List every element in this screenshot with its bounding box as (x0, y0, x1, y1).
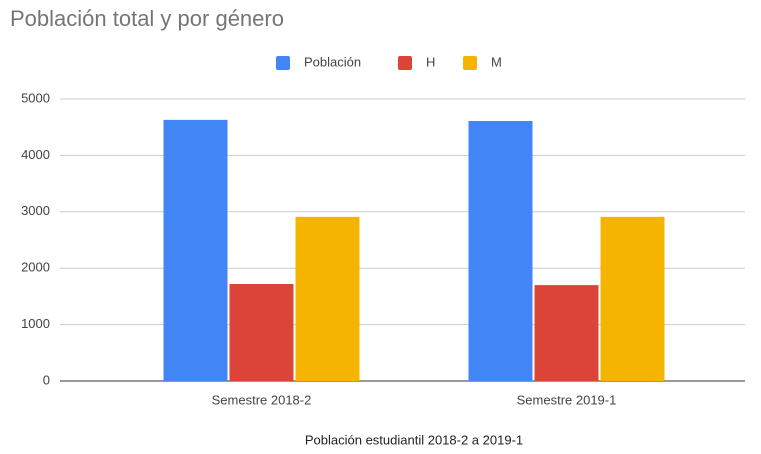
chart-title: Población total y por género (10, 6, 284, 31)
bar (600, 216, 665, 381)
x-axis-title: Población estudiantil 2018-2 a 2019-1 (305, 432, 523, 447)
bar (229, 283, 294, 381)
y-tick-label: 1000 (21, 316, 50, 331)
y-tick-label: 5000 (21, 90, 50, 105)
bar (534, 285, 599, 381)
legend-swatch (398, 56, 412, 70)
bar (163, 119, 228, 382)
y-tick-label: 3000 (21, 203, 50, 218)
bar (295, 216, 360, 381)
bar (468, 120, 533, 381)
legend-label: H (426, 54, 435, 69)
x-tick-label: Semestre 2019-1 (517, 392, 617, 407)
x-tick-label: Semestre 2018-2 (212, 392, 312, 407)
legend-label: M (491, 54, 502, 69)
legend-swatch (463, 56, 477, 70)
legend-swatch (276, 56, 290, 70)
y-tick-label: 2000 (21, 260, 50, 275)
legend-label: Población (304, 54, 361, 69)
y-tick-label: 0 (43, 372, 50, 387)
y-tick-label: 4000 (21, 147, 50, 162)
